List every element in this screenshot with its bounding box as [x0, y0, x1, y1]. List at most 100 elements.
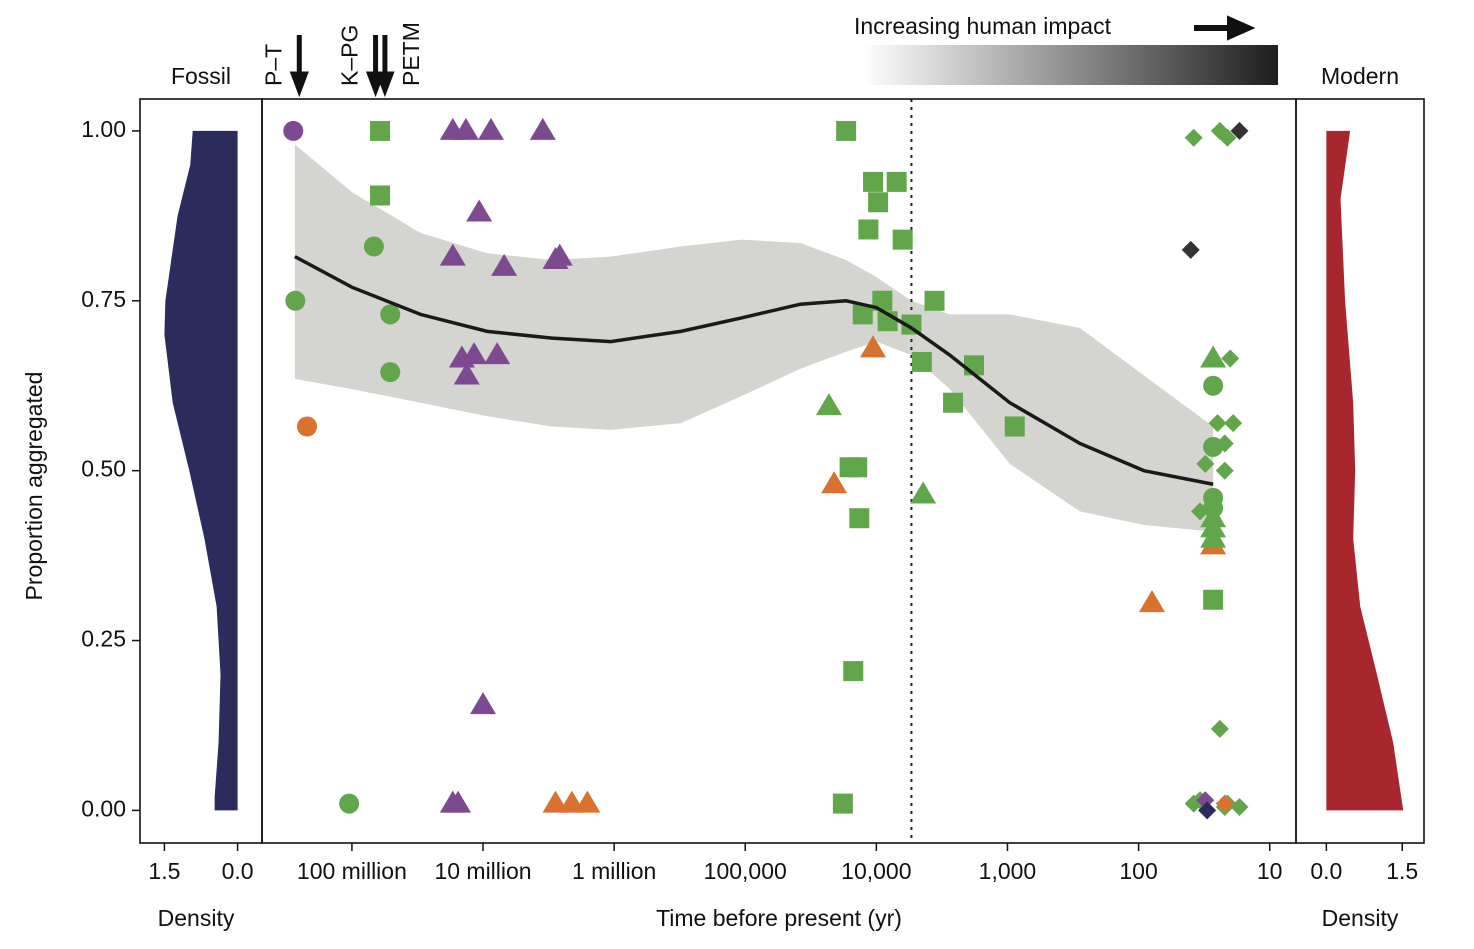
y-tick-label: 1.00	[81, 116, 126, 142]
point	[1218, 128, 1237, 147]
point	[1224, 414, 1243, 433]
x-tick-label: 100 million	[297, 858, 407, 884]
point	[491, 253, 518, 276]
confidence-band	[294, 144, 1214, 532]
point	[1181, 240, 1200, 259]
point	[1184, 128, 1203, 147]
point	[847, 457, 868, 478]
point	[1230, 121, 1249, 140]
event-label: P–T	[260, 44, 286, 86]
smooth-line	[294, 255, 1214, 486]
x-tick-label: 10 million	[434, 858, 531, 884]
x-axis-label: Density	[158, 905, 235, 931]
point	[484, 342, 511, 365]
point	[529, 117, 556, 140]
point	[477, 117, 504, 140]
x-tick-label: 1,000	[979, 858, 1037, 884]
point	[852, 304, 873, 325]
point	[283, 120, 304, 141]
density-area	[1326, 130, 1404, 811]
y-tick-label: 0.75	[81, 286, 126, 312]
event-arrow	[289, 35, 309, 98]
x-axis-label: Time before present (yr)	[656, 905, 902, 931]
y-tick-label: 0.00	[81, 795, 126, 821]
point	[574, 790, 601, 813]
point	[858, 219, 879, 240]
y-tick-label: 0.50	[81, 456, 126, 482]
panel-title: Fossil	[171, 63, 231, 89]
x-tick-label: 0.0	[1310, 858, 1342, 884]
point	[886, 171, 907, 192]
point	[363, 236, 384, 257]
point	[868, 192, 889, 213]
point	[815, 393, 842, 416]
point	[370, 120, 391, 141]
point	[1215, 794, 1234, 813]
point	[849, 508, 870, 529]
event-label: PETM	[398, 22, 424, 86]
point	[542, 247, 569, 270]
x-tick-label: 0.0	[222, 858, 254, 884]
x-tick-label: 1.5	[1386, 858, 1418, 884]
point	[1200, 525, 1227, 548]
point	[439, 243, 466, 266]
x-tick-label: 100	[1119, 858, 1157, 884]
y-tick-label: 0.25	[81, 626, 126, 652]
x-tick-label: 1 million	[572, 858, 656, 884]
point	[924, 290, 945, 311]
point	[542, 790, 569, 813]
point	[470, 692, 497, 715]
point	[453, 362, 480, 385]
x-tick-label: 1.5	[148, 858, 180, 884]
point	[1230, 797, 1249, 816]
point	[836, 120, 857, 141]
point	[1210, 719, 1229, 738]
point	[1203, 589, 1224, 610]
point	[1004, 416, 1025, 437]
point	[863, 171, 884, 192]
event-label: K–PG	[337, 25, 363, 86]
point	[1215, 434, 1234, 453]
point	[370, 185, 391, 206]
point	[821, 471, 848, 494]
point	[452, 117, 479, 140]
point	[1200, 345, 1227, 368]
density-area	[164, 130, 238, 811]
point	[1203, 375, 1224, 396]
point	[832, 793, 853, 814]
event-arrow	[375, 35, 395, 98]
annotation-arrow	[1194, 15, 1256, 41]
point	[1191, 502, 1210, 521]
panel-title: Modern	[1321, 63, 1399, 89]
y-axis-label: Proportion aggregated	[21, 372, 47, 601]
point	[1198, 801, 1217, 820]
point	[380, 304, 401, 325]
panel-frame	[1295, 98, 1425, 844]
point	[1139, 590, 1166, 613]
point	[466, 199, 493, 222]
x-tick-label: 100,000	[704, 858, 787, 884]
x-tick-label: 10,000	[841, 858, 911, 884]
point	[1196, 454, 1215, 473]
point	[1208, 414, 1227, 433]
point	[1215, 461, 1234, 480]
impact-gradient	[862, 45, 1278, 85]
annotation: Increasing human impact	[854, 13, 1112, 39]
point	[380, 362, 401, 383]
point	[461, 342, 488, 365]
point	[872, 290, 893, 311]
x-axis-label: Density	[1322, 905, 1399, 931]
point	[892, 229, 913, 250]
point	[445, 790, 472, 813]
point	[860, 335, 887, 358]
point	[339, 793, 360, 814]
point	[910, 481, 937, 504]
point	[843, 661, 864, 682]
x-tick-label: 10	[1257, 858, 1283, 884]
point	[911, 351, 932, 372]
point	[285, 290, 306, 311]
point	[297, 416, 318, 437]
point	[943, 392, 964, 413]
point	[1221, 349, 1240, 368]
